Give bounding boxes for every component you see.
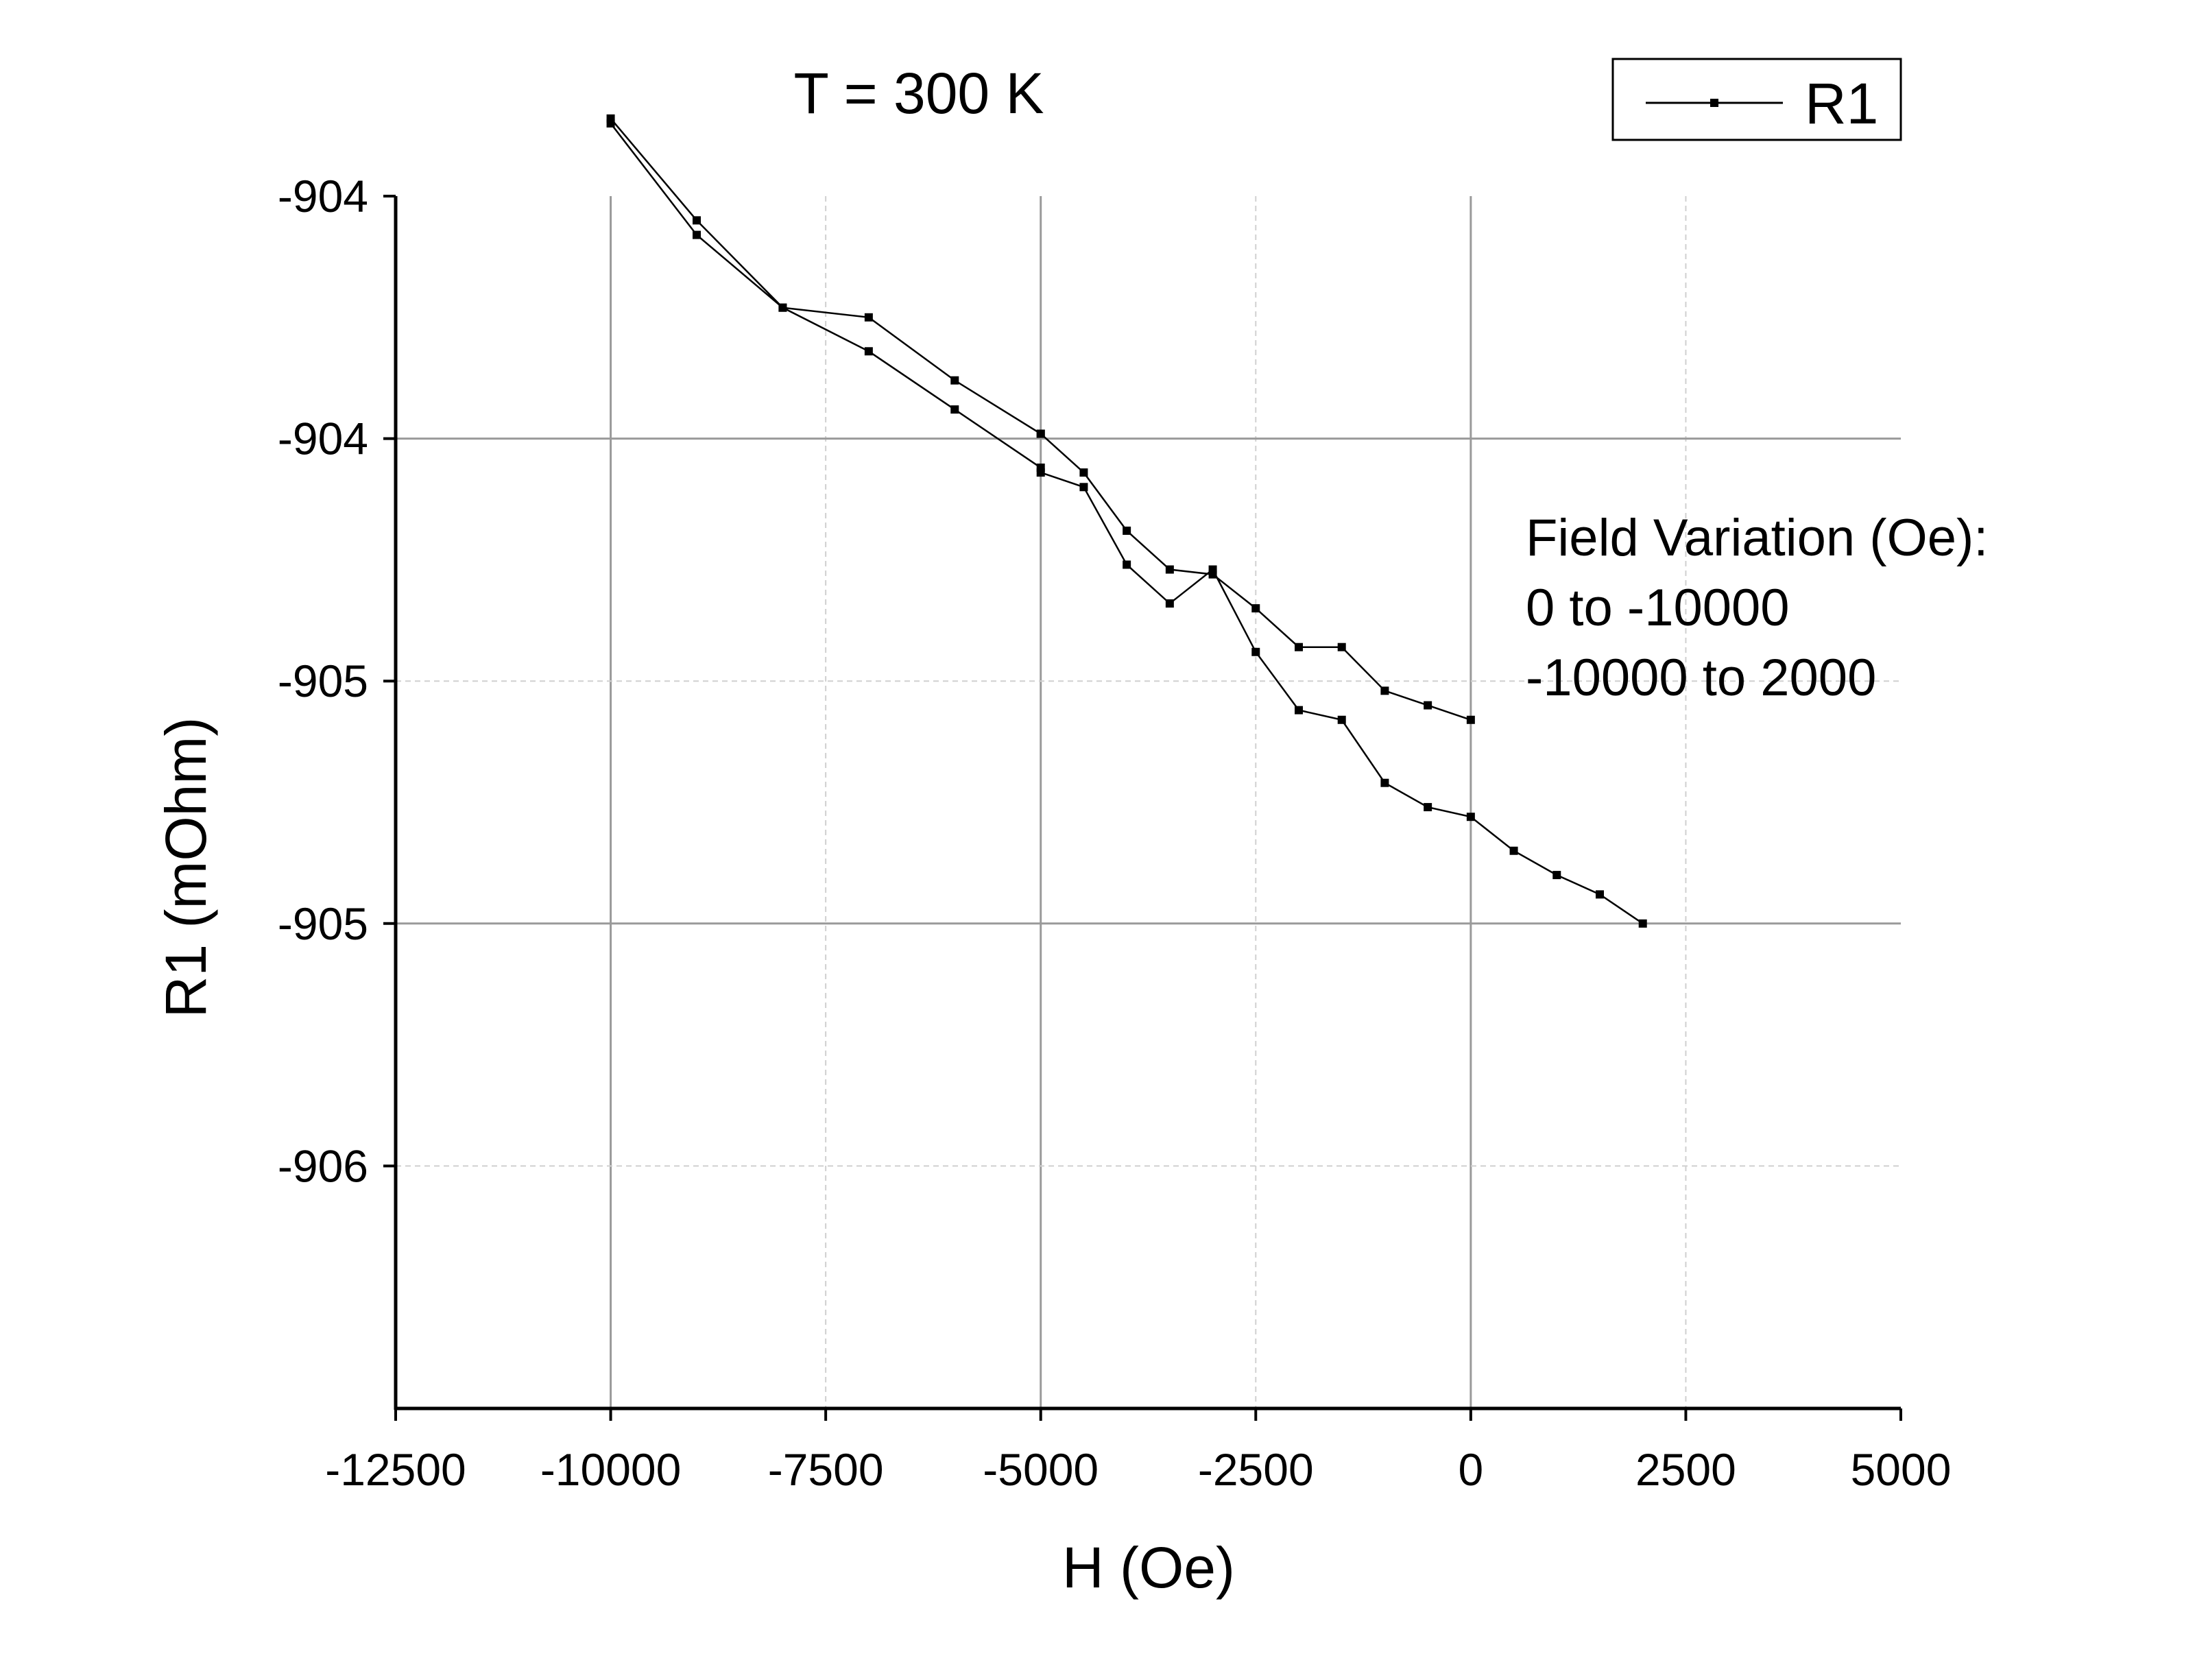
data-point xyxy=(1466,715,1475,724)
x-tick-label: -5000 xyxy=(983,1444,1099,1495)
legend: R1 xyxy=(1611,58,1902,141)
data-point xyxy=(1380,778,1389,787)
series-line xyxy=(610,116,1644,924)
legend-marker xyxy=(1710,99,1718,107)
data-point xyxy=(1165,565,1174,574)
data-point xyxy=(1295,643,1303,651)
data-point xyxy=(1380,686,1389,695)
x-tick-label: -10000 xyxy=(540,1444,682,1495)
annotation-line-3: -10000 to 2000 xyxy=(1526,649,1876,707)
annotation-line-2: 0 to -10000 xyxy=(1526,579,1790,637)
x-tick-label: -2500 xyxy=(1198,1444,1314,1495)
data-point xyxy=(1036,429,1045,438)
y-tick-label: -905 xyxy=(278,656,368,706)
data-point xyxy=(1509,846,1518,855)
data-point xyxy=(1123,560,1131,569)
y-tick-label: -904 xyxy=(278,413,368,464)
data-point xyxy=(950,376,959,385)
data-point xyxy=(1251,604,1260,613)
x-tick-label: 5000 xyxy=(1851,1444,1952,1495)
data-point xyxy=(1079,483,1088,492)
grid-lines xyxy=(396,196,1901,1408)
data-point xyxy=(864,313,873,322)
y-tick-label: -906 xyxy=(278,1140,368,1191)
data-point xyxy=(1165,599,1174,608)
data-point xyxy=(693,230,701,239)
data-point xyxy=(693,216,701,225)
legend-label: R1 xyxy=(1805,71,1878,136)
chart-title: T = 300 K xyxy=(793,61,1044,125)
data-point xyxy=(1337,715,1346,724)
data-point xyxy=(1208,565,1217,574)
annotation-line-1: Field Variation (Oe): xyxy=(1526,509,1988,567)
data-point xyxy=(1251,647,1260,656)
axes: -12500 -10000 -7500 -5000 -2500 0 2500 5000 -904… xyxy=(278,171,1952,1495)
x-tick-label: -12500 xyxy=(325,1444,466,1495)
data-point xyxy=(1079,468,1088,477)
data-point xyxy=(1036,468,1045,477)
data-point xyxy=(778,303,787,312)
x-tick-label: -7500 xyxy=(768,1444,884,1495)
data-point xyxy=(1424,803,1432,812)
data-point xyxy=(1596,890,1604,899)
y-tick-label: -904 xyxy=(278,171,368,221)
data-point xyxy=(606,119,615,128)
data-point xyxy=(1552,871,1561,880)
x-tick-label: 2500 xyxy=(1635,1444,1736,1495)
data-point xyxy=(864,347,873,356)
legend-box xyxy=(1611,58,1902,141)
annotation: Field Variation (Oe): 0 to -10000 -10000… xyxy=(1526,509,1988,707)
data-point xyxy=(1466,813,1475,821)
data-point xyxy=(1337,643,1346,651)
x-tick-label: 0 xyxy=(1458,1444,1483,1495)
data-point xyxy=(1123,526,1131,535)
data-point xyxy=(1295,706,1303,715)
data-point xyxy=(1638,919,1647,928)
x-axis-title: H (Oe) xyxy=(1062,1535,1235,1600)
data-point xyxy=(1424,701,1432,710)
series-layer xyxy=(606,114,1647,928)
y-axis-title: R1 (mOhm) xyxy=(154,717,218,1018)
y-tick-label: -905 xyxy=(278,898,368,949)
data-point xyxy=(950,405,959,414)
